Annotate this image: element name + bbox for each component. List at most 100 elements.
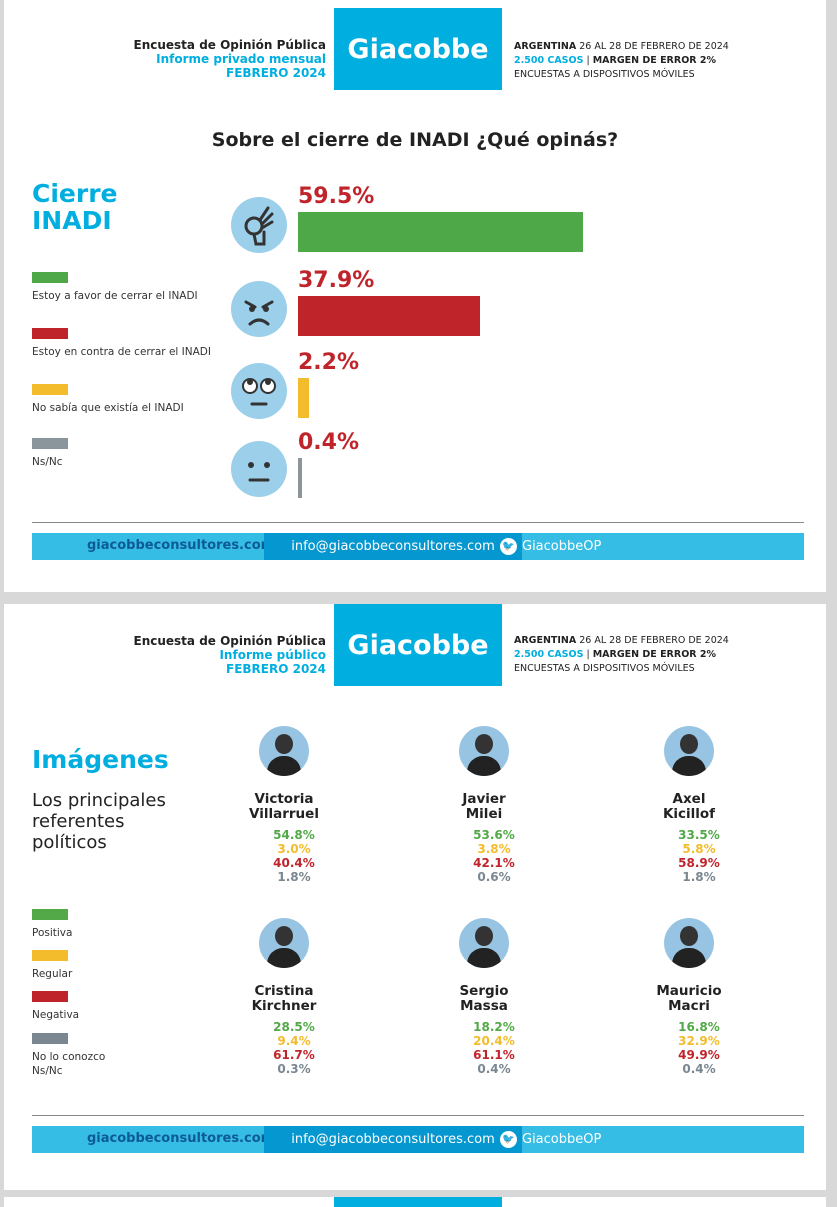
avatar	[664, 918, 714, 968]
legend-label: Estoy a favor de cerrar el INADI	[32, 290, 198, 302]
avatar	[259, 726, 309, 776]
error-margin: MARGEN DE ERROR 2%	[592, 649, 717, 660]
neutral-face-icon	[231, 441, 287, 497]
separator: |	[586, 55, 590, 66]
politician-card: Victoria Villarruel 54.8% 3.0% 40.4% 1.8%	[209, 726, 359, 884]
method: ENCUESTAS A DISPOSITIVOS MÓVILES	[514, 69, 695, 80]
header-right: ARGENTINA 26 AL 28 DE FEBRERO DE 2024 2.…	[514, 634, 729, 676]
politician-name: Sergio Massa	[459, 983, 509, 1014]
footer-bar: giacobbeconsultores.com info@giacobbecon…	[32, 1126, 804, 1153]
legend-item-nsnc: Ns/Nc	[32, 438, 222, 469]
politician-name: Javier Milei	[462, 791, 506, 822]
avatar	[664, 726, 714, 776]
legend-label: No lo conozco	[32, 1051, 106, 1063]
header-left: Encuesta de Opinión Pública Informe públ…	[134, 634, 327, 676]
ok-hand-icon	[231, 197, 287, 253]
section-subtitle: Los principales referentes políticos	[32, 790, 166, 853]
image-value: 0.4%	[477, 1062, 511, 1076]
legend-item-nosabia: No sabía que existía el INADI	[32, 384, 222, 415]
brand-logo: Giacobbe	[334, 8, 502, 90]
bar	[298, 296, 480, 336]
image-value: 53.6%	[473, 828, 515, 842]
avatar	[459, 726, 509, 776]
bar	[298, 378, 309, 418]
dates: 26 AL 28 DE FEBRERO DE 2024	[579, 635, 729, 646]
image-value: 32.9%	[678, 1034, 720, 1048]
legend-label: Positiva	[32, 927, 73, 939]
image-value: 18.2%	[473, 1020, 515, 1034]
footer-divider	[32, 1115, 804, 1116]
footer-bar: giacobbeconsultores.com info@giacobbecon…	[32, 533, 804, 560]
image-value: 49.9%	[678, 1048, 720, 1062]
image-value: 3.8%	[477, 842, 511, 856]
twitter-icon: 🐦	[500, 1131, 517, 1148]
country: ARGENTINA	[514, 41, 577, 52]
legend-swatch-red	[32, 328, 68, 339]
email-link[interactable]: info@giacobbeconsultores.com	[264, 533, 522, 560]
survey-title: Encuesta de Opinión Pública	[133, 634, 327, 648]
website-link[interactable]: giacobbeconsultores.com	[87, 538, 275, 553]
politician-card: Cristina Kirchner 28.5% 9.4% 61.7% 0.3%	[209, 918, 359, 1076]
angry-face-icon	[231, 281, 287, 337]
legend-swatch-gray	[32, 1033, 68, 1044]
website-link[interactable]: giacobbeconsultores.com	[87, 1131, 275, 1146]
header-left: Encuesta de Opinión Pública Informe priv…	[134, 38, 327, 80]
twitter-handle[interactable]: 🐦 GiacobbeOP	[500, 538, 601, 555]
footer-divider	[32, 522, 804, 523]
avatar	[259, 918, 309, 968]
image-value: 61.7%	[273, 1048, 315, 1062]
eye-roll-face-icon	[231, 363, 287, 419]
subtitle-line1: Los principales	[32, 790, 166, 811]
legend-swatch-yellow	[32, 384, 68, 395]
report-month: FEBRERO 2024	[226, 662, 326, 676]
image-value: 9.4%	[277, 1034, 311, 1048]
method: ENCUESTAS A DISPOSITIVOS MÓVILES	[514, 663, 695, 674]
image-value: 0.3%	[277, 1062, 311, 1076]
avatar	[459, 918, 509, 968]
image-value: 54.8%	[273, 828, 315, 842]
section-title-line1: Cierre	[32, 179, 118, 208]
image-value: 1.8%	[277, 870, 311, 884]
politician-name: Victoria Villarruel	[249, 791, 319, 822]
section-title-line2: INADI	[32, 206, 112, 235]
legend-label: Ns/Nc	[32, 456, 63, 468]
legend-swatch-red	[32, 991, 68, 1002]
legend-label-2: Ns/Nc	[32, 1065, 63, 1077]
image-value: 42.1%	[473, 856, 515, 870]
image-values: 53.6% 3.8% 42.1% 0.6%	[409, 828, 559, 884]
politician-card: Mauricio Macri 16.8% 32.9% 49.9% 0.4%	[614, 918, 764, 1076]
subtitle-line3: políticos	[32, 832, 107, 853]
brand-logo: Giacobbe	[334, 604, 502, 686]
legend-label: No sabía que existía el INADI	[32, 402, 184, 414]
dates: 26 AL 28 DE FEBRERO DE 2024	[579, 41, 729, 52]
twitter-icon: 🐦	[500, 538, 517, 555]
image-values: 18.2% 20.4% 61.1% 0.4%	[409, 1020, 559, 1076]
twitter-handle[interactable]: 🐦 GiacobbeOP	[500, 1131, 601, 1148]
politician-card: Sergio Massa 18.2% 20.4% 61.1% 0.4%	[409, 918, 559, 1076]
report-month: FEBRERO 2024	[226, 66, 326, 80]
image-value: 61.1%	[473, 1048, 515, 1062]
image-value: 0.6%	[477, 870, 511, 884]
politician-name: Axel Kicillof	[662, 791, 716, 822]
image-value: 33.5%	[678, 828, 720, 842]
legend-swatch-gray	[32, 438, 68, 449]
legend-label: Regular	[32, 968, 73, 980]
politician-name: Mauricio Macri	[656, 983, 722, 1014]
report-type: Informe privado mensual	[156, 52, 326, 66]
image-values: 33.5% 5.8% 58.9% 1.8%	[614, 828, 764, 884]
cases: 2.500 CASOS	[514, 55, 584, 66]
legend-label: Estoy en contra de cerrar el INADI	[32, 346, 211, 358]
image-value: 28.5%	[273, 1020, 315, 1034]
email-link[interactable]: info@giacobbeconsultores.com	[264, 1126, 522, 1153]
bar-value-label: 0.4%	[298, 430, 360, 455]
report-type: Informe público	[219, 648, 326, 662]
legend-item-regular: Regular	[32, 950, 222, 981]
twitter-label: GiacobbeOP	[522, 539, 602, 554]
image-value: 20.4%	[473, 1034, 515, 1048]
country: ARGENTINA	[514, 635, 577, 646]
image-values: 54.8% 3.0% 40.4% 1.8%	[209, 828, 359, 884]
legend-swatch-green	[32, 272, 68, 283]
legend-item-positiva: Positiva	[32, 909, 222, 940]
header-right: ARGENTINA 26 AL 28 DE FEBRERO DE 2024 2.…	[514, 40, 729, 82]
politician-card: Javier Milei 53.6% 3.8% 42.1% 0.6%	[409, 726, 559, 884]
